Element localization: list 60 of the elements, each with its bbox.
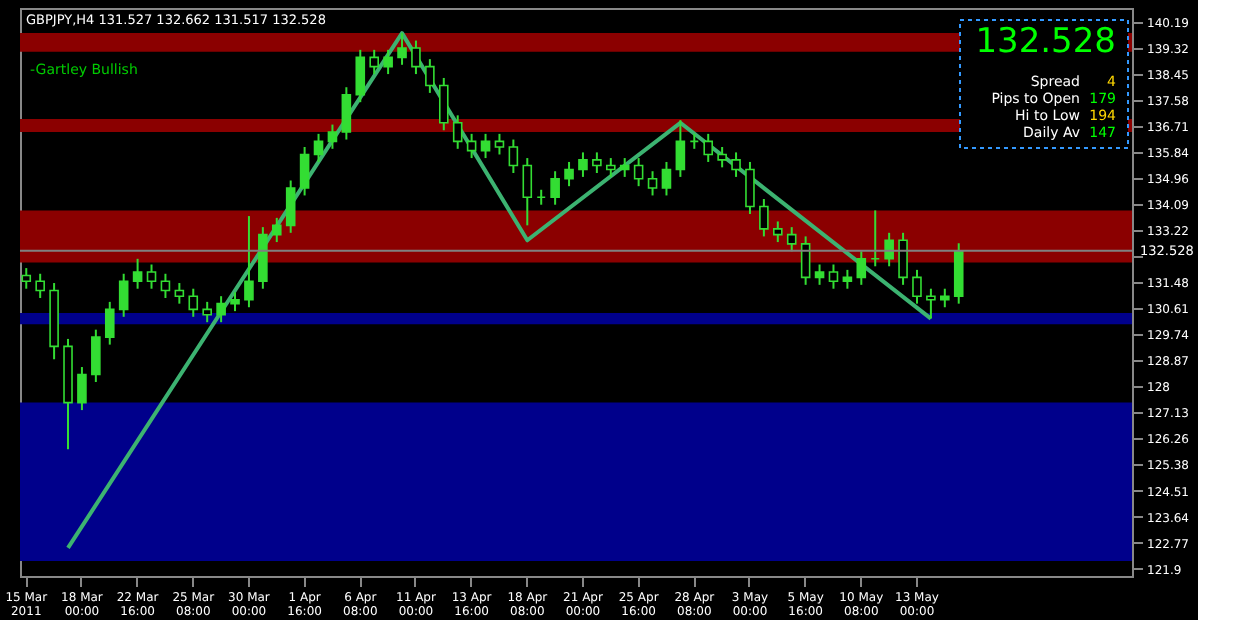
candlestick — [578, 151, 588, 178]
candlestick — [814, 263, 825, 286]
candlestick — [773, 220, 783, 244]
candlestick — [926, 287, 936, 320]
candlestick — [884, 231, 894, 268]
annotation: 132.528 — [975, 22, 1116, 62]
candlestick — [91, 328, 101, 383]
candlestick — [425, 58, 435, 94]
candlestick — [564, 160, 574, 188]
candlestick — [244, 215, 254, 309]
candlestick — [786, 226, 797, 253]
candlestick — [605, 157, 616, 178]
candlestick — [953, 242, 964, 305]
candlestick — [383, 48, 393, 76]
candlestick — [745, 160, 755, 215]
candlestick — [146, 263, 157, 290]
candlestick — [271, 216, 282, 244]
candlestick — [285, 179, 296, 234]
candlestick — [188, 287, 199, 318]
candlestick — [856, 250, 867, 286]
candlestick — [619, 157, 630, 178]
candlestick — [313, 132, 324, 163]
candlestick — [132, 257, 143, 290]
candlestick — [661, 160, 672, 197]
candlestick — [411, 39, 421, 76]
candlestick — [898, 231, 908, 286]
candlestick — [940, 287, 950, 309]
candlestick — [675, 119, 686, 178]
candlestick — [717, 146, 727, 169]
candlestick — [522, 157, 533, 227]
candlestick — [438, 76, 449, 132]
candlestick — [550, 170, 560, 206]
candlestick — [759, 198, 769, 238]
candlestick — [230, 291, 240, 313]
candlestick — [912, 268, 922, 305]
candlestick — [703, 132, 714, 163]
candlestick — [341, 86, 352, 141]
candlestick — [258, 226, 268, 290]
candlestick — [494, 132, 505, 156]
candlestick — [592, 151, 602, 175]
candlestick — [174, 282, 185, 305]
candlestick — [35, 272, 45, 299]
candlestick — [397, 32, 407, 66]
candlestick — [118, 272, 129, 318]
candlestick — [202, 300, 212, 324]
candlestick — [731, 151, 741, 178]
candlestick — [216, 295, 226, 324]
candlestick — [508, 138, 519, 175]
candlestick — [104, 300, 115, 346]
candlestick — [452, 114, 463, 150]
candlestick — [633, 157, 644, 188]
candlestick — [842, 268, 853, 290]
candlestick — [828, 263, 839, 290]
candlestick — [160, 272, 171, 299]
candlestick — [647, 170, 658, 197]
candlestick — [77, 366, 87, 412]
candlestick — [327, 123, 338, 150]
candlestick — [369, 48, 379, 76]
candlestick — [355, 48, 366, 104]
candlestick — [299, 146, 310, 197]
